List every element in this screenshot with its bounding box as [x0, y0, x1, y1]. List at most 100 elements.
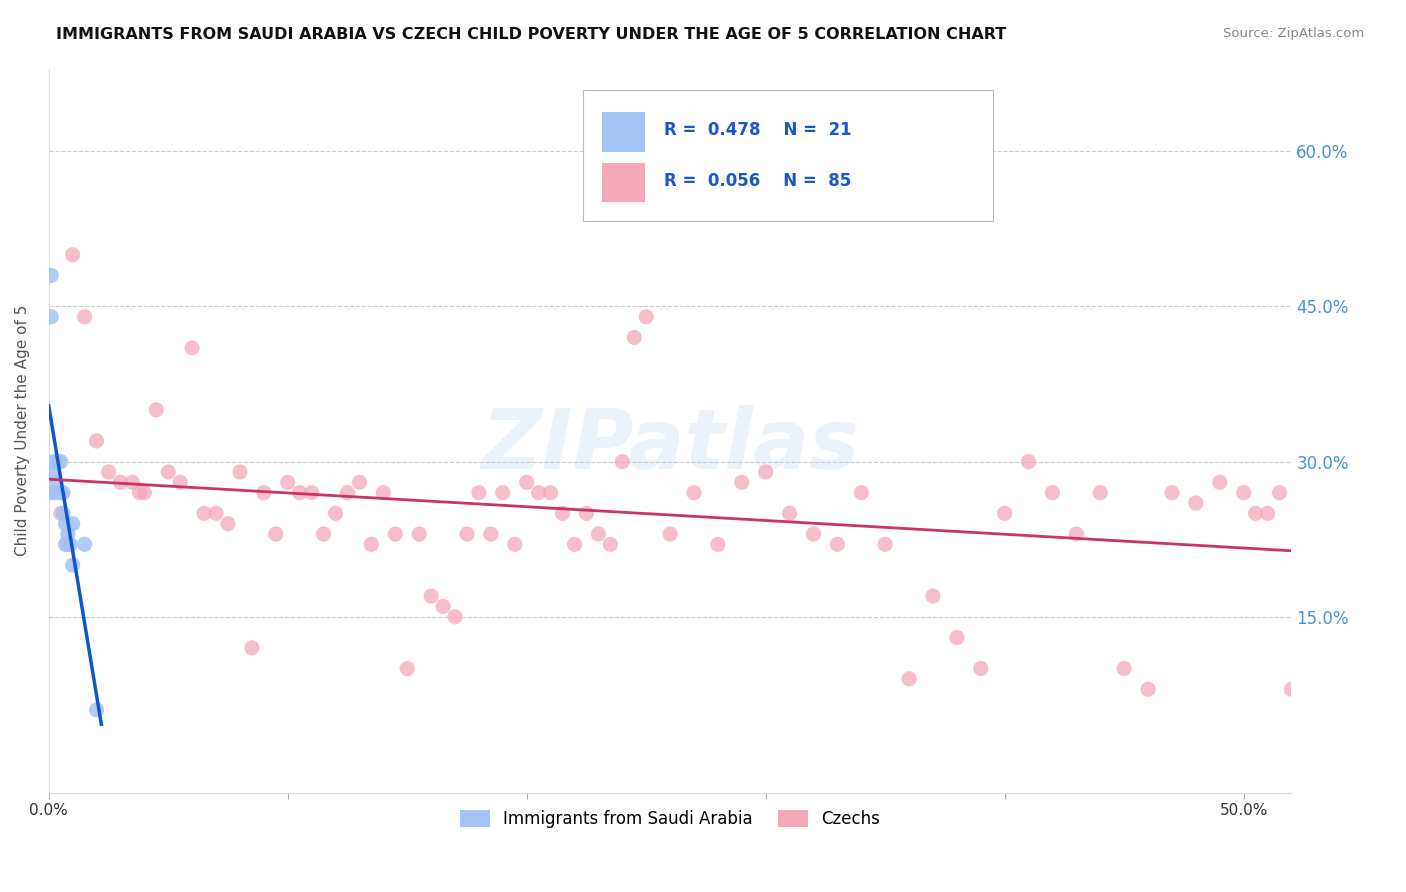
Point: [970, 661, 993, 675]
Point: [349, 475, 371, 490]
Point: [56, 537, 79, 551]
Point: [336, 485, 359, 500]
Point: [755, 465, 778, 479]
Point: [73, 537, 96, 551]
Point: [39, 310, 62, 324]
Text: IMMIGRANTS FROM SAUDI ARABIA VS CZECH CHILD POVERTY UNDER THE AGE OF 5 CORRELATI: IMMIGRANTS FROM SAUDI ARABIA VS CZECH CH…: [56, 27, 1007, 42]
Point: [55, 516, 77, 531]
Point: [86, 434, 108, 448]
Point: [612, 455, 634, 469]
Text: ZIPatlas: ZIPatlas: [481, 405, 859, 485]
Point: [301, 485, 323, 500]
Point: [551, 506, 574, 520]
Point: [169, 475, 191, 490]
Point: [1316, 506, 1339, 520]
Point: [1018, 455, 1040, 469]
Point: [1329, 485, 1351, 500]
Point: [264, 527, 287, 541]
Point: [1066, 527, 1088, 541]
Point: [42, 465, 65, 479]
Point: [288, 485, 311, 500]
Text: R =  0.056    N =  85: R = 0.056 N = 85: [664, 172, 851, 190]
Point: [253, 485, 276, 500]
Point: [1042, 485, 1064, 500]
Point: [145, 403, 167, 417]
Point: [503, 537, 526, 551]
Point: [827, 537, 849, 551]
Point: [73, 310, 96, 324]
Point: [39, 268, 62, 283]
Point: [588, 527, 610, 541]
Point: [46, 455, 69, 469]
Point: [181, 341, 204, 355]
Point: [45, 485, 67, 500]
Point: [803, 527, 825, 541]
Point: [62, 248, 84, 262]
Point: [779, 506, 801, 520]
Point: [527, 485, 550, 500]
Point: [157, 465, 180, 479]
Point: [1268, 485, 1291, 500]
Point: [193, 506, 215, 520]
Point: [205, 506, 228, 520]
Point: [312, 527, 335, 541]
Point: [456, 527, 478, 541]
Point: [1257, 506, 1279, 520]
Point: [408, 527, 430, 541]
Point: [420, 589, 443, 603]
Text: Source: ZipAtlas.com: Source: ZipAtlas.com: [1223, 27, 1364, 40]
Point: [45, 475, 67, 490]
Point: [1244, 506, 1267, 520]
Point: [851, 485, 873, 500]
Point: [1114, 661, 1136, 675]
Point: [62, 558, 84, 572]
Point: [217, 516, 239, 531]
Point: [240, 640, 263, 655]
Point: [49, 485, 72, 500]
Point: [49, 506, 72, 520]
Legend: Immigrants from Saudi Arabia, Czechs: Immigrants from Saudi Arabia, Czechs: [453, 804, 887, 835]
Point: [922, 589, 945, 603]
Point: [1209, 475, 1232, 490]
Point: [52, 506, 75, 520]
Point: [444, 609, 467, 624]
Point: [229, 465, 252, 479]
FancyBboxPatch shape: [583, 90, 993, 220]
Point: [898, 672, 921, 686]
Point: [384, 527, 406, 541]
Point: [516, 475, 538, 490]
Point: [683, 485, 706, 500]
Point: [468, 485, 491, 500]
Point: [325, 506, 347, 520]
FancyBboxPatch shape: [602, 112, 645, 152]
Point: [97, 465, 120, 479]
Point: [1090, 485, 1112, 500]
Point: [396, 661, 419, 675]
Point: [1292, 506, 1315, 520]
Point: [731, 475, 754, 490]
Point: [599, 537, 621, 551]
Point: [110, 475, 132, 490]
Y-axis label: Child Poverty Under the Age of 5: Child Poverty Under the Age of 5: [15, 305, 30, 557]
Point: [994, 506, 1017, 520]
Point: [636, 310, 658, 324]
Point: [1340, 506, 1362, 520]
Point: [1185, 496, 1208, 510]
Point: [277, 475, 299, 490]
Point: [875, 537, 897, 551]
Point: [575, 506, 598, 520]
Point: [52, 485, 75, 500]
Point: [479, 527, 502, 541]
Point: [432, 599, 454, 614]
Text: R =  0.478    N =  21: R = 0.478 N = 21: [664, 121, 852, 139]
Point: [128, 485, 150, 500]
Point: [42, 455, 65, 469]
Point: [56, 527, 79, 541]
Point: [121, 475, 143, 490]
Point: [55, 537, 77, 551]
Point: [134, 485, 156, 500]
Point: [1305, 496, 1327, 510]
Point: [1233, 485, 1256, 500]
Point: [360, 537, 382, 551]
Point: [707, 537, 730, 551]
